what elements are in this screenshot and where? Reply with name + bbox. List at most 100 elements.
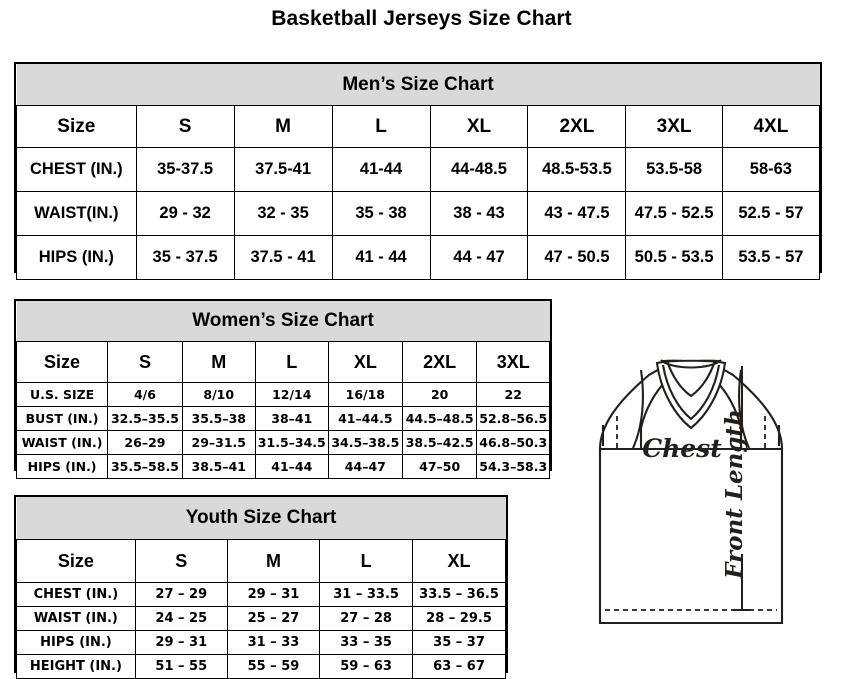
- mens-cell-chest-2xl: 48.5-53.5: [527, 147, 627, 192]
- table-row: HIPS (IN.) 29 – 31 31 – 33 33 – 35 35 – …: [16, 630, 506, 655]
- mens-cell-hips-s: 35 - 37.5: [135, 235, 235, 280]
- mens-table: Men’s Size Chart Size S M L XL 2XL 3XL 4…: [16, 64, 821, 280]
- mens-cell-chest-4xl: 58-63: [721, 147, 821, 192]
- womens-cell-hips-3xl: 54.3–58.3: [476, 454, 550, 479]
- mens-cell-hips-l: 41 - 44: [331, 235, 431, 280]
- youth-col-header-m: M: [226, 539, 321, 583]
- youth-cell-hips-s: 29 – 31: [134, 630, 228, 655]
- mens-col-header-4xl: 4XL: [721, 105, 821, 148]
- mens-col-header-3xl: 3XL: [625, 105, 723, 148]
- mens-cell-waist-xl: 38 - 43: [429, 191, 529, 236]
- mens-cell-hips-3xl: 50.5 - 53.5: [625, 235, 723, 280]
- womens-cell-hips-m: 38.5–41: [181, 454, 256, 479]
- womens-cell-bust-3xl: 52.8–56.5: [476, 406, 550, 431]
- youth-cell-height-xl: 63 – 67: [412, 654, 506, 679]
- womens-chart-banner: Women’s Size Chart: [16, 301, 550, 342]
- youth-cell-height-s: 51 – 55: [134, 654, 228, 679]
- womens-col-header-xl: XL: [327, 341, 403, 383]
- womens-cell-bust-2xl: 44.5–48.5: [401, 406, 478, 431]
- table-row: WAIST (IN.) 26–29 29–31.5 31.5–34.5 34.5…: [15, 430, 550, 455]
- youth-cell-waist-m: 25 – 27: [226, 606, 321, 631]
- mens-cell-chest-xl: 44-48.5: [429, 147, 529, 192]
- mens-cell-chest-l: 41-44: [331, 147, 431, 192]
- womens-cell-waist-2xl: 38.5–42.5: [401, 430, 478, 455]
- womens-cell-waist-l: 31.5–34.5: [254, 430, 329, 455]
- youth-col-header-xl: XL: [412, 539, 506, 583]
- table-row: HIPS (IN.) 35 - 37.5 37.5 - 41 41 - 44 4…: [16, 235, 821, 280]
- mens-row-label-waist: WAIST(IN.): [16, 191, 137, 236]
- womens-cell-bust-s: 32.5–35.5: [107, 406, 183, 431]
- jersey-left-armhole-seam: [632, 369, 644, 449]
- mens-col-header-size: Size: [16, 105, 137, 148]
- youth-banner-row: Youth Size Chart: [16, 497, 506, 540]
- table-row: HEIGHT (IN.) 51 – 55 55 – 59 59 – 63 63 …: [16, 654, 506, 679]
- youth-cell-chest-s: 27 – 29: [134, 582, 228, 607]
- mens-col-header-2xl: 2XL: [527, 105, 627, 148]
- womens-banner-row: Women’s Size Chart: [16, 301, 550, 342]
- womens-cell-waist-m: 29–31.5: [181, 430, 256, 455]
- youth-row-label-hips: HIPS (IN.): [16, 630, 136, 655]
- womens-cell-us-size-xl: 16/18: [327, 382, 403, 407]
- mens-row-label-chest: CHEST (IN.): [16, 147, 137, 192]
- womens-cell-hips-s: 35.5–58.5: [107, 454, 183, 479]
- mens-cell-hips-m: 37.5 - 41: [233, 235, 333, 280]
- table-row: WAIST(IN.) 29 - 32 32 - 35 35 - 38 38 - …: [16, 191, 821, 236]
- table-row: WAIST (IN.) 24 – 25 25 – 27 27 – 28 28 –…: [16, 606, 506, 631]
- youth-cell-chest-m: 29 – 31: [226, 582, 321, 607]
- mens-cell-waist-m: 32 - 35: [233, 191, 333, 236]
- youth-cell-waist-s: 24 – 25: [134, 606, 228, 631]
- jersey-collar-top-edge: [660, 359, 722, 369]
- mens-cell-hips-xl: 44 - 47: [429, 235, 529, 280]
- womens-cell-us-size-3xl: 22: [476, 382, 550, 407]
- mens-row-label-hips: HIPS (IN.): [16, 235, 137, 280]
- womens-row-label-hips: HIPS (IN.): [15, 454, 109, 479]
- jersey-vneck-band-2: [666, 360, 716, 398]
- mens-col-header-s: S: [135, 105, 235, 148]
- page-title: Basketball Jerseys Size Chart: [271, 7, 572, 30]
- youth-cell-height-m: 55 – 59: [226, 654, 321, 679]
- mens-chart-banner: Men’s Size Chart: [16, 64, 820, 106]
- chest-measure-label: Chest: [642, 434, 722, 463]
- jersey-measurement-diagram: Chest Front Length: [545, 358, 837, 633]
- womens-table: Women’s Size Chart Size S M L XL 2XL 3XL…: [15, 301, 550, 479]
- mens-cell-chest-3xl: 53.5-58: [625, 147, 723, 192]
- mens-cell-waist-2xl: 43 - 47.5: [527, 191, 627, 236]
- youth-cell-hips-l: 33 – 35: [319, 630, 414, 655]
- womens-col-header-size: Size: [15, 341, 109, 383]
- mens-header-row: Size S M L XL 2XL 3XL 4XL: [16, 105, 821, 148]
- youth-size-chart-table: Youth Size Chart Size S M L XL CHEST (IN…: [14, 495, 508, 679]
- mens-cell-hips-2xl: 47 - 50.5: [527, 235, 627, 280]
- mens-cell-waist-3xl: 47.5 - 52.5: [625, 191, 723, 236]
- table-row: HIPS (IN.) 35.5–58.5 38.5–41 41–44 44–47…: [15, 454, 550, 479]
- mens-cell-waist-4xl: 52.5 - 57: [721, 191, 821, 236]
- mens-col-header-l: L: [331, 105, 431, 148]
- womens-header-row: Size S M L XL 2XL 3XL: [15, 341, 550, 383]
- mens-col-header-xl: XL: [429, 105, 529, 148]
- youth-cell-hips-xl: 35 – 37: [412, 630, 506, 655]
- table-row: U.S. SIZE 4/6 8/10 12/14 16/18 20 22: [15, 382, 550, 407]
- front-length-measure-label: Front Length: [721, 409, 748, 580]
- womens-cell-us-size-l: 12/14: [254, 382, 329, 407]
- womens-cell-bust-xl: 41–44.5: [327, 406, 403, 431]
- table-row: CHEST (IN.) 27 – 29 29 – 31 31 – 33.5 33…: [16, 582, 506, 607]
- youth-col-header-size: Size: [16, 539, 136, 583]
- womens-row-label-us-size: U.S. SIZE: [15, 382, 109, 407]
- womens-cell-hips-l: 41–44: [254, 454, 329, 479]
- youth-col-header-s: S: [134, 539, 228, 583]
- womens-size-chart-table: Women’s Size Chart Size S M L XL 2XL 3XL…: [14, 299, 552, 479]
- mens-cell-hips-4xl: 53.5 - 57: [721, 235, 821, 280]
- womens-cell-waist-xl: 34.5–38.5: [327, 430, 403, 455]
- youth-col-header-l: L: [319, 539, 414, 583]
- mens-size-chart-table: Men’s Size Chart Size S M L XL 2XL 3XL 4…: [14, 62, 822, 280]
- mens-cell-chest-s: 35-37.5: [135, 147, 235, 192]
- womens-cell-us-size-m: 8/10: [181, 382, 256, 407]
- youth-cell-hips-m: 31 – 33: [226, 630, 321, 655]
- mens-col-header-m: M: [233, 105, 333, 148]
- table-row: CHEST (IN.) 35-37.5 37.5-41 41-44 44-48.…: [16, 147, 821, 192]
- womens-cell-waist-s: 26–29: [107, 430, 183, 455]
- womens-cell-bust-m: 35.5–38: [181, 406, 256, 431]
- womens-col-header-m: M: [181, 341, 256, 383]
- table-row: BUST (IN.) 32.5–35.5 35.5–38 38–41 41–44…: [15, 406, 550, 431]
- womens-col-header-s: S: [107, 341, 183, 383]
- womens-cell-waist-3xl: 46.8–50.3: [476, 430, 550, 455]
